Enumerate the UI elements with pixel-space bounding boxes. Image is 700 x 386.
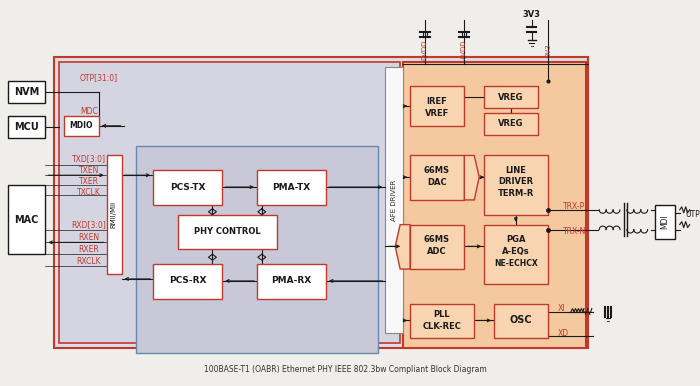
Bar bbox=[410, 156, 464, 200]
Text: MDI: MDI bbox=[660, 214, 669, 229]
Text: PHY CONTROL: PHY CONTROL bbox=[194, 227, 260, 236]
Text: RXCLK: RXCLK bbox=[76, 257, 101, 266]
Text: PGA: PGA bbox=[506, 235, 526, 244]
Bar bbox=[494, 304, 548, 338]
Polygon shape bbox=[464, 156, 480, 200]
Bar bbox=[655, 205, 675, 239]
Bar bbox=[60, 62, 400, 343]
Text: TERM-R: TERM-R bbox=[498, 190, 534, 198]
Bar bbox=[64, 116, 99, 136]
Text: 3V3: 3V3 bbox=[523, 10, 540, 19]
Text: ADC: ADC bbox=[427, 247, 447, 256]
Text: PMA-TX: PMA-TX bbox=[272, 183, 311, 191]
Text: TRX-N: TRX-N bbox=[564, 227, 587, 236]
Text: OTP[31:0]: OTP[31:0] bbox=[80, 73, 118, 82]
Text: AFE DRIVER: AFE DRIVER bbox=[391, 179, 397, 220]
Bar bbox=[410, 304, 475, 338]
Text: PLL: PLL bbox=[433, 310, 450, 319]
Polygon shape bbox=[395, 225, 410, 269]
Text: XD: XD bbox=[558, 329, 569, 338]
Text: MCU: MCU bbox=[14, 122, 39, 132]
Text: VREG: VREG bbox=[498, 119, 524, 128]
Text: DRIVER: DRIVER bbox=[498, 177, 533, 186]
Text: 66MS: 66MS bbox=[424, 166, 449, 175]
Bar bbox=[257, 264, 326, 299]
Text: LINE: LINE bbox=[505, 166, 526, 175]
Bar bbox=[385, 66, 403, 333]
Bar bbox=[153, 264, 223, 299]
Text: VREF: VREF bbox=[425, 110, 449, 119]
Text: CLK-REC: CLK-REC bbox=[422, 322, 461, 331]
Text: NE-ECHCX: NE-ECHCX bbox=[494, 259, 538, 267]
Bar bbox=[484, 86, 538, 108]
Text: NVM: NVM bbox=[14, 87, 39, 97]
Text: RXD[3:0]: RXD[3:0] bbox=[71, 220, 106, 229]
Text: XI: XI bbox=[558, 304, 566, 313]
Text: RMII/MII: RMII/MII bbox=[111, 201, 117, 228]
Text: TXCLK: TXCLK bbox=[77, 188, 101, 196]
Bar bbox=[136, 146, 379, 353]
Text: IREF: IREF bbox=[426, 96, 447, 106]
Text: 100BASE-T1 (OABR) Ethernet PHY IEEE 802.3bw Compliant Block Diagram: 100BASE-T1 (OABR) Ethernet PHY IEEE 802.… bbox=[204, 365, 487, 374]
Text: TXER: TXER bbox=[79, 177, 99, 186]
Bar bbox=[257, 170, 326, 205]
Bar bbox=[484, 225, 548, 284]
Bar bbox=[106, 156, 122, 274]
Bar bbox=[410, 86, 464, 126]
Text: MAC: MAC bbox=[15, 215, 39, 225]
Text: TRX-P: TRX-P bbox=[564, 202, 585, 211]
Bar bbox=[484, 156, 548, 215]
Text: MDIO: MDIO bbox=[78, 117, 99, 126]
Text: 66MS: 66MS bbox=[424, 235, 449, 244]
Bar bbox=[8, 116, 46, 138]
Bar bbox=[8, 81, 46, 103]
Bar bbox=[403, 62, 586, 348]
Text: OSC: OSC bbox=[510, 315, 532, 325]
Text: RXEN: RXEN bbox=[78, 233, 99, 242]
Text: VREG: VREG bbox=[498, 93, 524, 102]
Text: TXEN: TXEN bbox=[78, 166, 99, 175]
Text: DVDD: DVDD bbox=[422, 39, 428, 60]
Bar bbox=[178, 215, 276, 249]
Text: A-EQs: A-EQs bbox=[502, 247, 530, 256]
Text: PCS-RX: PCS-RX bbox=[169, 276, 206, 285]
Bar bbox=[410, 225, 464, 269]
Text: RXER: RXER bbox=[78, 245, 99, 254]
Bar bbox=[484, 113, 538, 135]
Bar bbox=[8, 185, 46, 254]
Text: 3V3: 3V3 bbox=[545, 43, 552, 57]
Text: UTP: UTP bbox=[686, 210, 700, 219]
Text: MDC: MDC bbox=[80, 107, 98, 117]
Bar bbox=[153, 170, 223, 205]
Text: MDIO: MDIO bbox=[69, 121, 93, 130]
Text: DAC: DAC bbox=[427, 178, 447, 187]
Text: PMA-RX: PMA-RX bbox=[272, 276, 312, 285]
Text: PCS-TX: PCS-TX bbox=[170, 183, 206, 191]
Text: TXD[3:0]: TXD[3:0] bbox=[72, 154, 106, 163]
Text: AVDD: AVDD bbox=[461, 40, 468, 59]
Bar bbox=[55, 57, 588, 348]
